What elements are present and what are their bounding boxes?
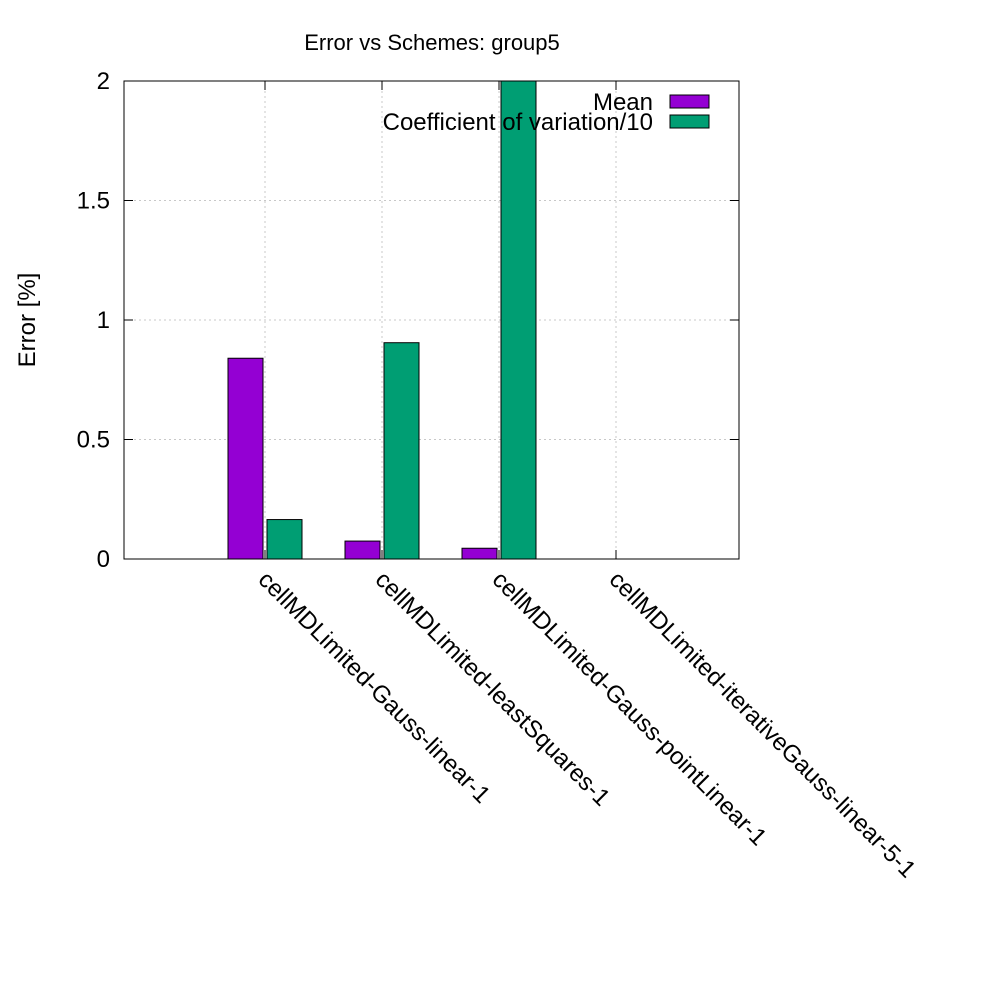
- y-tick-label: 0.5: [77, 427, 110, 454]
- y-ticks: 0 0.5 1 1.5 2: [77, 68, 739, 573]
- legend-label: Coefficient of variation/10: [383, 109, 653, 136]
- bar: [500, 80, 537, 560]
- y-axis-label: Error [%]: [14, 273, 41, 368]
- legend-swatch: [669, 114, 710, 129]
- legend-swatch: [669, 94, 710, 109]
- legend-label: Mean: [593, 89, 653, 116]
- chart-title: Error vs Schemes: group5: [304, 30, 560, 55]
- bar: [383, 342, 420, 560]
- y-tick-label: 1.5: [77, 188, 110, 215]
- grid: [124, 81, 739, 559]
- y-tick-label: 1: [97, 307, 110, 334]
- x-tick-label: cellMDLimited-Gauss-linear-1: [253, 566, 496, 809]
- plot-frame: [123, 80, 740, 560]
- y-tick-label: 0: [97, 546, 110, 573]
- bar: [227, 357, 264, 560]
- y-tick-label: 2: [97, 68, 110, 95]
- bar: [461, 547, 498, 560]
- x-tick-label: cellMDLimited-leastSquares-1: [370, 566, 615, 811]
- bar: [344, 540, 381, 560]
- bar: [266, 519, 303, 560]
- bars: [227, 80, 537, 560]
- x-ticks: cellMDLimited-Gauss-linear-1cellMDLimite…: [253, 81, 921, 883]
